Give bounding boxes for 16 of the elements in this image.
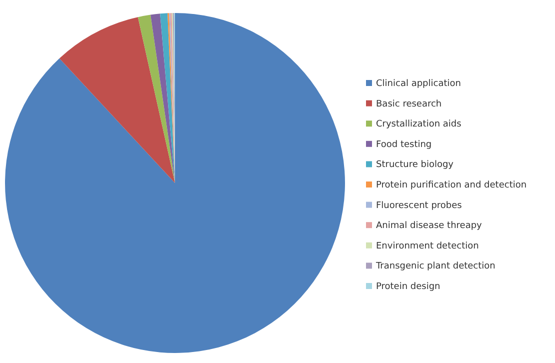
pie-slice xyxy=(138,14,175,183)
pie-slice xyxy=(150,14,175,183)
legend-label: Clinical application xyxy=(376,79,461,89)
legend-label: Fluorescent probes xyxy=(376,200,462,211)
legend-label: Environment detection xyxy=(376,241,479,252)
legend-label: Animal disease threapy xyxy=(376,221,483,232)
legend-label: Food testing xyxy=(376,140,432,150)
legend-label: Crystallization aids xyxy=(376,120,462,130)
legend-label: Structure biology xyxy=(376,160,454,170)
legend-label: Protein purification and detection xyxy=(376,180,527,190)
legend-label: Transgenic plant detection xyxy=(375,262,496,272)
pie-slice xyxy=(5,13,345,353)
legend-label: Protein design xyxy=(376,282,440,292)
legend-label: Basic research xyxy=(376,99,442,110)
pie-slice xyxy=(59,17,175,183)
pie-slice xyxy=(160,13,175,183)
